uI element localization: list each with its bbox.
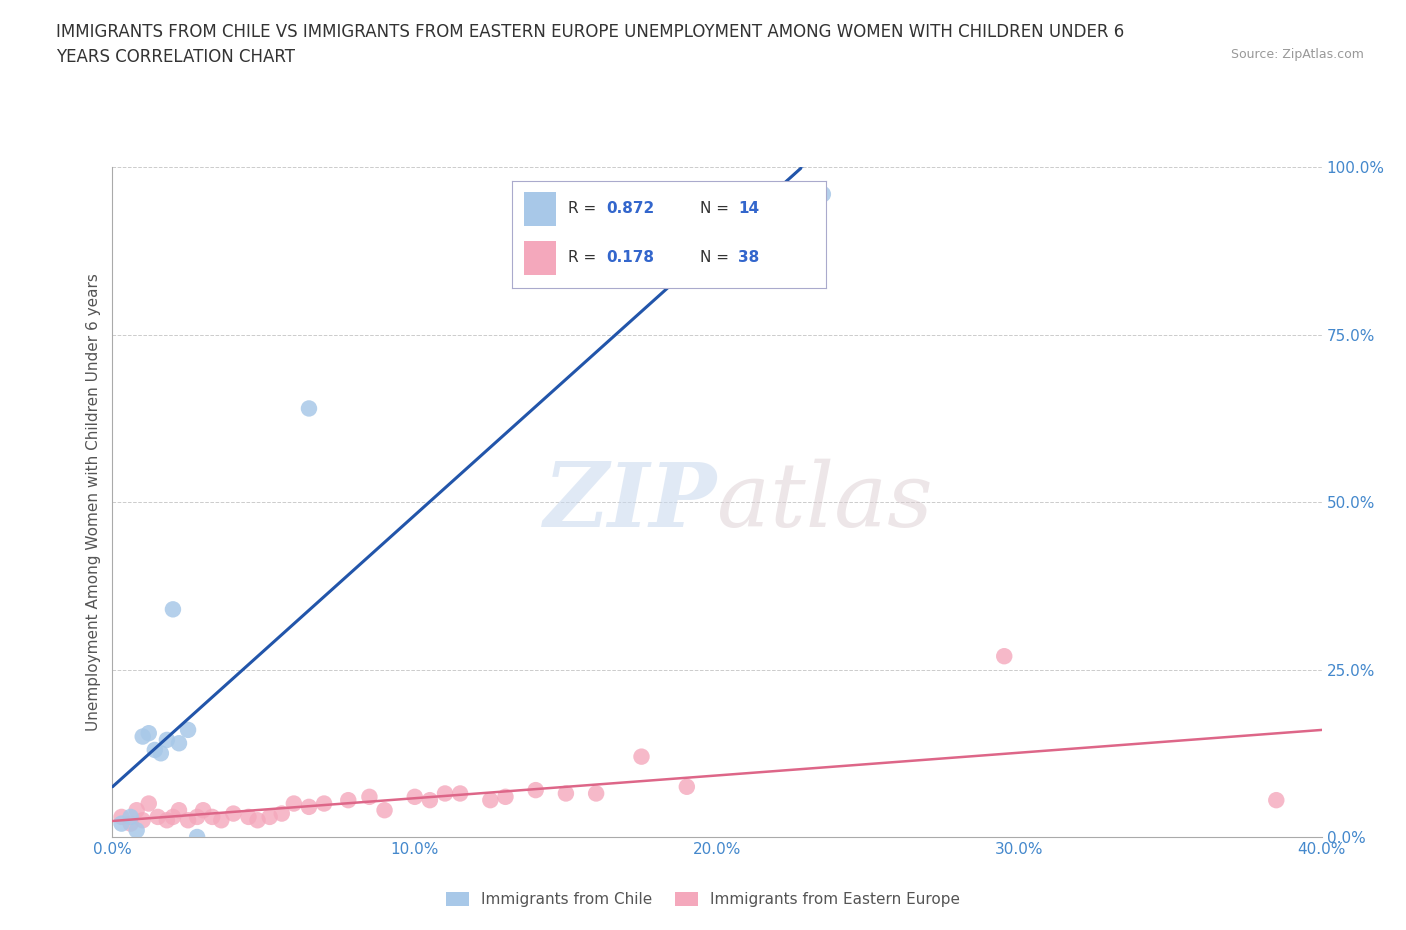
Point xyxy=(149,746,172,761)
Text: IMMIGRANTS FROM CHILE VS IMMIGRANTS FROM EASTERN EUROPE UNEMPLOYMENT AMONG WOMEN: IMMIGRANTS FROM CHILE VS IMMIGRANTS FROM… xyxy=(56,23,1125,41)
Point xyxy=(419,792,441,807)
Point xyxy=(433,786,456,801)
Point xyxy=(186,830,208,844)
Text: YEARS CORRELATION CHART: YEARS CORRELATION CHART xyxy=(56,48,295,66)
Point xyxy=(177,813,200,828)
Point xyxy=(156,733,179,748)
Point xyxy=(298,401,321,416)
Text: ZIP: ZIP xyxy=(544,458,717,546)
Point xyxy=(146,809,169,824)
Legend: Immigrants from Chile, Immigrants from Eastern Europe: Immigrants from Chile, Immigrants from E… xyxy=(440,885,966,913)
Point xyxy=(283,796,305,811)
Point xyxy=(209,813,232,828)
Point xyxy=(110,817,132,831)
Text: atlas: atlas xyxy=(717,458,932,546)
Point xyxy=(630,750,652,764)
Point xyxy=(675,779,697,794)
Point xyxy=(585,786,607,801)
Point xyxy=(554,786,576,801)
Point xyxy=(110,809,132,824)
Point xyxy=(167,803,190,817)
Point xyxy=(120,809,142,824)
Point xyxy=(120,817,142,831)
Point xyxy=(222,806,245,821)
Point xyxy=(201,809,224,824)
Point xyxy=(270,806,292,821)
Point xyxy=(359,790,381,804)
Point xyxy=(246,813,269,828)
Point xyxy=(132,813,155,828)
Point xyxy=(479,792,502,807)
Point xyxy=(449,786,471,801)
Point xyxy=(993,649,1015,664)
Point xyxy=(162,602,184,617)
Point xyxy=(177,723,200,737)
Text: Source: ZipAtlas.com: Source: ZipAtlas.com xyxy=(1230,48,1364,61)
Point xyxy=(167,736,190,751)
Point xyxy=(125,803,148,817)
Point xyxy=(143,742,166,757)
Point xyxy=(1265,792,1288,807)
Point xyxy=(125,823,148,838)
Point xyxy=(156,813,179,828)
Point xyxy=(191,803,214,817)
Point xyxy=(162,809,184,824)
Point xyxy=(132,729,155,744)
Point xyxy=(186,809,208,824)
Point xyxy=(298,800,321,815)
Point xyxy=(811,187,834,202)
Point xyxy=(138,725,160,740)
Point xyxy=(314,796,336,811)
Point xyxy=(138,796,160,811)
Point xyxy=(495,790,517,804)
Point xyxy=(259,809,281,824)
Point xyxy=(404,790,426,804)
Point xyxy=(524,783,547,798)
Point xyxy=(374,803,396,817)
Point xyxy=(238,809,260,824)
Point xyxy=(337,792,360,807)
Y-axis label: Unemployment Among Women with Children Under 6 years: Unemployment Among Women with Children U… xyxy=(86,273,101,731)
